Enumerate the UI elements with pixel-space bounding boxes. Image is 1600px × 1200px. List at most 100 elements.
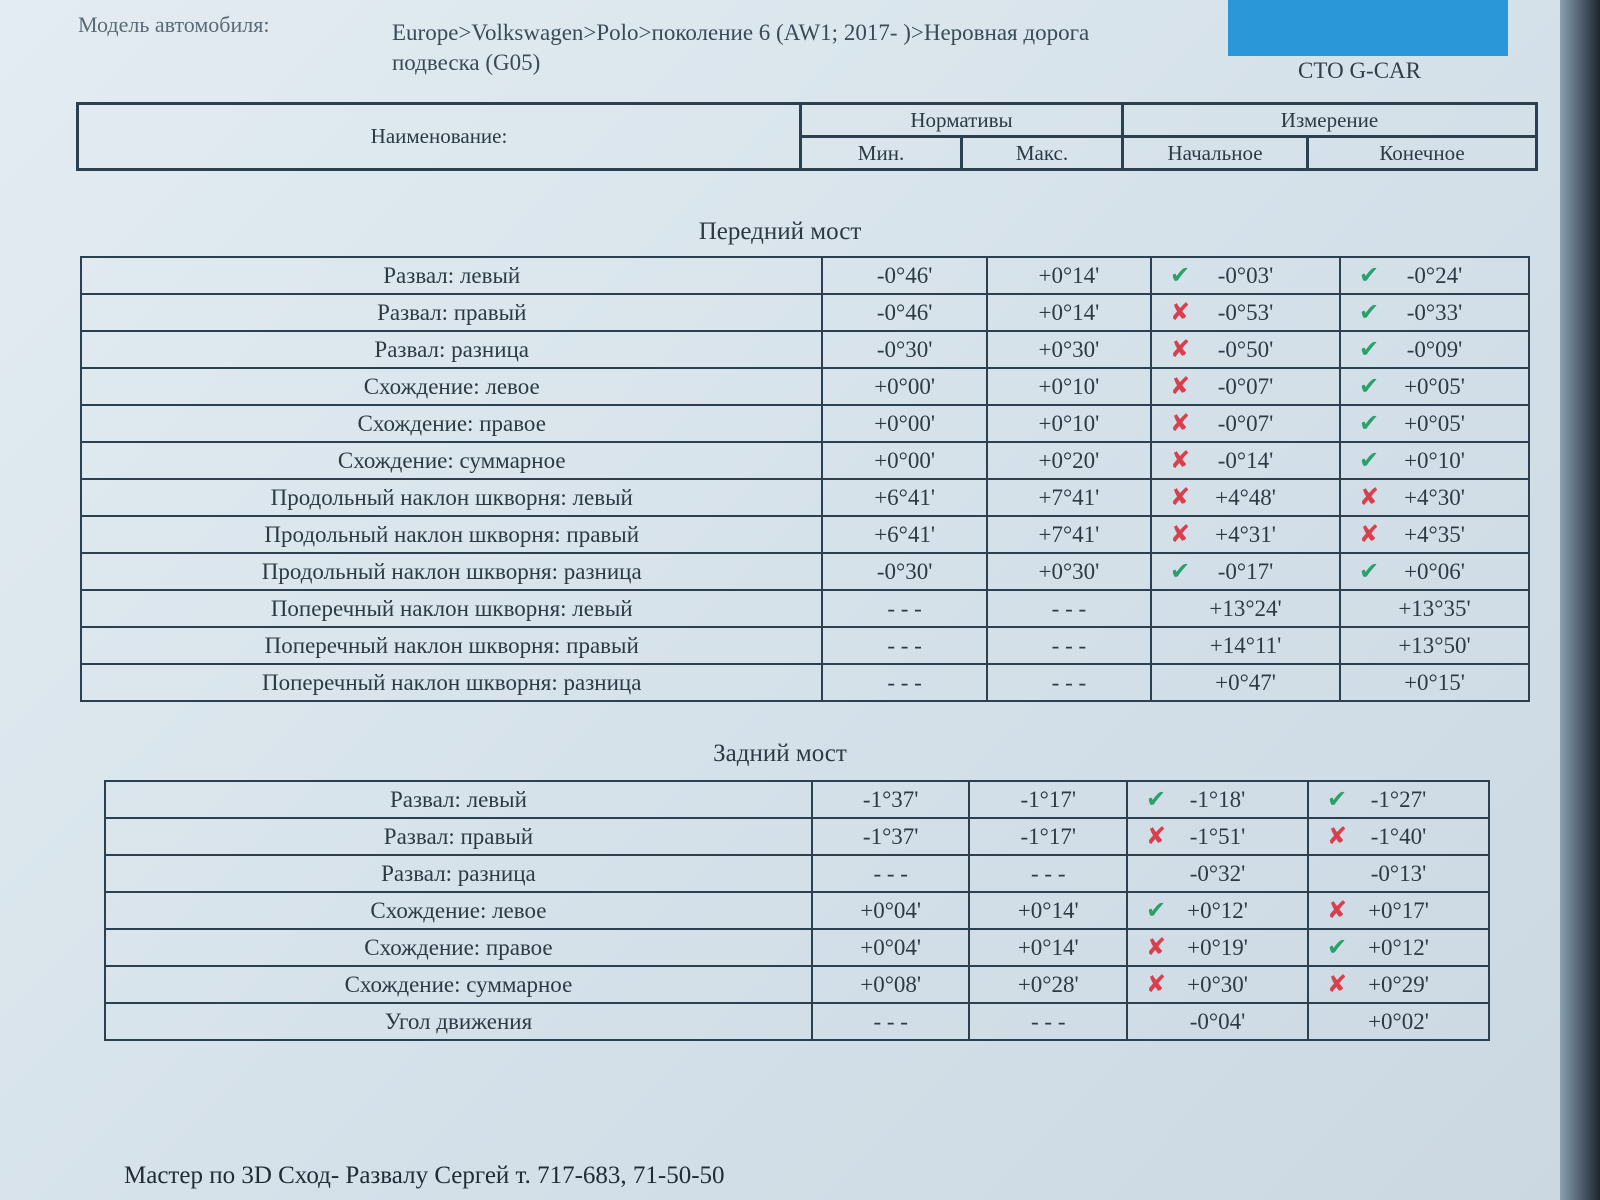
parameter-name: Развал: разница [104, 854, 813, 893]
parameter-name: Схождение: левое [104, 891, 813, 930]
parameter-name: Развал: правый [79, 293, 824, 332]
final-value-cell: ✘ +4°35' [1339, 515, 1530, 554]
parameter-name: Угол движения [104, 1002, 813, 1041]
max-value: +7°41' [985, 478, 1153, 517]
parameter-name: Продольный наклон шкворня: правый [79, 515, 824, 554]
min-value: +0°08' [810, 965, 971, 1004]
final-value-cell: -0°13' [1307, 854, 1490, 893]
cross-icon: ✘ [1170, 520, 1191, 548]
final-value-cell: ✔ +0°10' [1339, 441, 1530, 480]
initial-value: -0°07' [1217, 373, 1274, 399]
max-value: - - - [968, 1002, 1129, 1041]
table-row: Развал: разница - - -- - - -0°32' -0°13' [104, 854, 1490, 893]
max-value: +0°20' [985, 441, 1153, 480]
final-value: -0°24' [1406, 262, 1463, 288]
initial-value: -0°53' [1217, 299, 1274, 325]
max-value: - - - [985, 589, 1153, 628]
initial-value: -0°32' [1189, 860, 1246, 886]
initial-value-cell: +0°47' [1150, 663, 1341, 702]
initial-value: +0°19' [1187, 934, 1248, 960]
min-value: -1°37' [810, 817, 971, 856]
check-icon: ✔ [1359, 335, 1380, 363]
table-row: Поперечный наклон шкворня: левый - - -- -… [79, 589, 1530, 628]
parameter-name: Поперечный наклон шкворня: разница [79, 663, 824, 702]
rear-axle-table: Развал: левый -1°37' -1°17' ✔ -1°18' ✔ -1°27' Р… [104, 780, 1490, 1041]
final-value-cell: ✔ +0°06' [1339, 552, 1530, 591]
check-icon: ✔ [1327, 785, 1348, 813]
initial-value: -0°07' [1217, 410, 1274, 436]
table-row: Схождение: правое +0°04' +0°14' ✘ +0°19' ✔ +0°… [104, 928, 1490, 967]
table-row: Схождение: правое +0°00' +0°10' ✘ -0°07' ✔ +0°… [79, 404, 1530, 443]
initial-value-cell: +14°11' [1150, 626, 1341, 665]
max-value: +0°14' [985, 256, 1153, 295]
initial-value: -1°51' [1189, 823, 1246, 849]
parameter-name: Продольный наклон шкворня: левый [79, 478, 824, 517]
initial-value: +14°11' [1209, 632, 1282, 658]
table-row: Схождение: суммарное +0°00' +0°20' ✘ -0°14' ✔… [79, 441, 1530, 480]
initial-value-cell: -0°32' [1126, 854, 1309, 893]
check-icon: ✔ [1359, 557, 1380, 585]
initial-value-cell: ✘ +4°48' [1150, 478, 1341, 517]
parameter-name: Схождение: левое [79, 367, 824, 406]
initial-value: +4°48' [1215, 484, 1276, 510]
final-value: +0°17' [1368, 897, 1429, 923]
initial-value-cell: ✘ +4°31' [1150, 515, 1341, 554]
final-value-cell: ✔ -0°24' [1339, 256, 1530, 295]
final-value-cell: ✘ -1°40' [1307, 817, 1490, 856]
initial-value: +13°24' [1209, 595, 1282, 621]
col-max-header: Макс. [960, 135, 1124, 171]
final-value: -1°27' [1370, 786, 1427, 812]
parameter-name: Поперечный наклон шкворня: левый [79, 589, 824, 628]
final-value-cell: +13°35' [1339, 589, 1530, 628]
alignment-report-sheet: Модель автомобиля: Europe>Volkswagen>Pol… [0, 0, 1560, 1200]
min-value: +0°04' [810, 928, 971, 967]
min-value: -0°46' [821, 256, 988, 295]
min-value: -0°30' [821, 552, 988, 591]
max-value: +0°10' [985, 367, 1153, 406]
cross-icon: ✘ [1146, 970, 1167, 998]
max-value: -1°17' [968, 780, 1129, 819]
column-header-table: Наименование: Нормативы Измерение Мин. М… [76, 102, 1538, 171]
initial-value-cell: +13°24' [1150, 589, 1341, 628]
final-value: +13°35' [1398, 595, 1471, 621]
initial-value: -0°17' [1217, 558, 1274, 584]
col-norms-header: Нормативы [799, 102, 1124, 138]
background-edge [1560, 0, 1600, 1200]
min-value: - - - [810, 854, 971, 893]
initial-value: -0°50' [1217, 336, 1274, 362]
max-value: +7°41' [985, 515, 1153, 554]
max-value: +0°14' [968, 891, 1129, 930]
min-value: +0°04' [810, 891, 971, 930]
min-value: - - - [810, 1002, 971, 1041]
final-value: +0°10' [1404, 447, 1465, 473]
max-value: - - - [985, 663, 1153, 702]
final-value-cell: ✘ +0°17' [1307, 891, 1490, 930]
cross-icon: ✘ [1327, 822, 1348, 850]
initial-value: +0°30' [1187, 971, 1248, 997]
min-value: - - - [821, 626, 988, 665]
col-final-header: Конечное [1306, 135, 1538, 171]
check-icon: ✔ [1170, 557, 1191, 585]
cross-icon: ✘ [1170, 298, 1191, 326]
initial-value-cell: ✔ +0°12' [1126, 891, 1309, 930]
check-icon: ✔ [1359, 409, 1380, 437]
min-value: +0°00' [821, 367, 988, 406]
min-value: +0°00' [821, 441, 988, 480]
final-value-cell: ✔ -0°09' [1339, 330, 1530, 369]
table-row: Продольный наклон шкворня: левый +6°41' +7… [79, 478, 1530, 517]
final-value: -0°09' [1406, 336, 1463, 362]
cross-icon: ✘ [1170, 446, 1191, 474]
check-icon: ✔ [1170, 261, 1191, 289]
initial-value: -0°14' [1217, 447, 1274, 473]
cross-icon: ✘ [1170, 372, 1191, 400]
initial-value-cell: ✔ -0°17' [1150, 552, 1341, 591]
initial-value: -1°18' [1189, 786, 1246, 812]
min-value: -1°37' [810, 780, 971, 819]
final-value: +0°02' [1368, 1008, 1429, 1034]
check-icon: ✔ [1146, 896, 1167, 924]
final-value-cell: ✘ +0°29' [1307, 965, 1490, 1004]
check-icon: ✔ [1359, 298, 1380, 326]
cross-icon: ✘ [1170, 483, 1191, 511]
initial-value: +0°47' [1215, 669, 1276, 695]
parameter-name: Продольный наклон шкворня: разница [79, 552, 824, 591]
